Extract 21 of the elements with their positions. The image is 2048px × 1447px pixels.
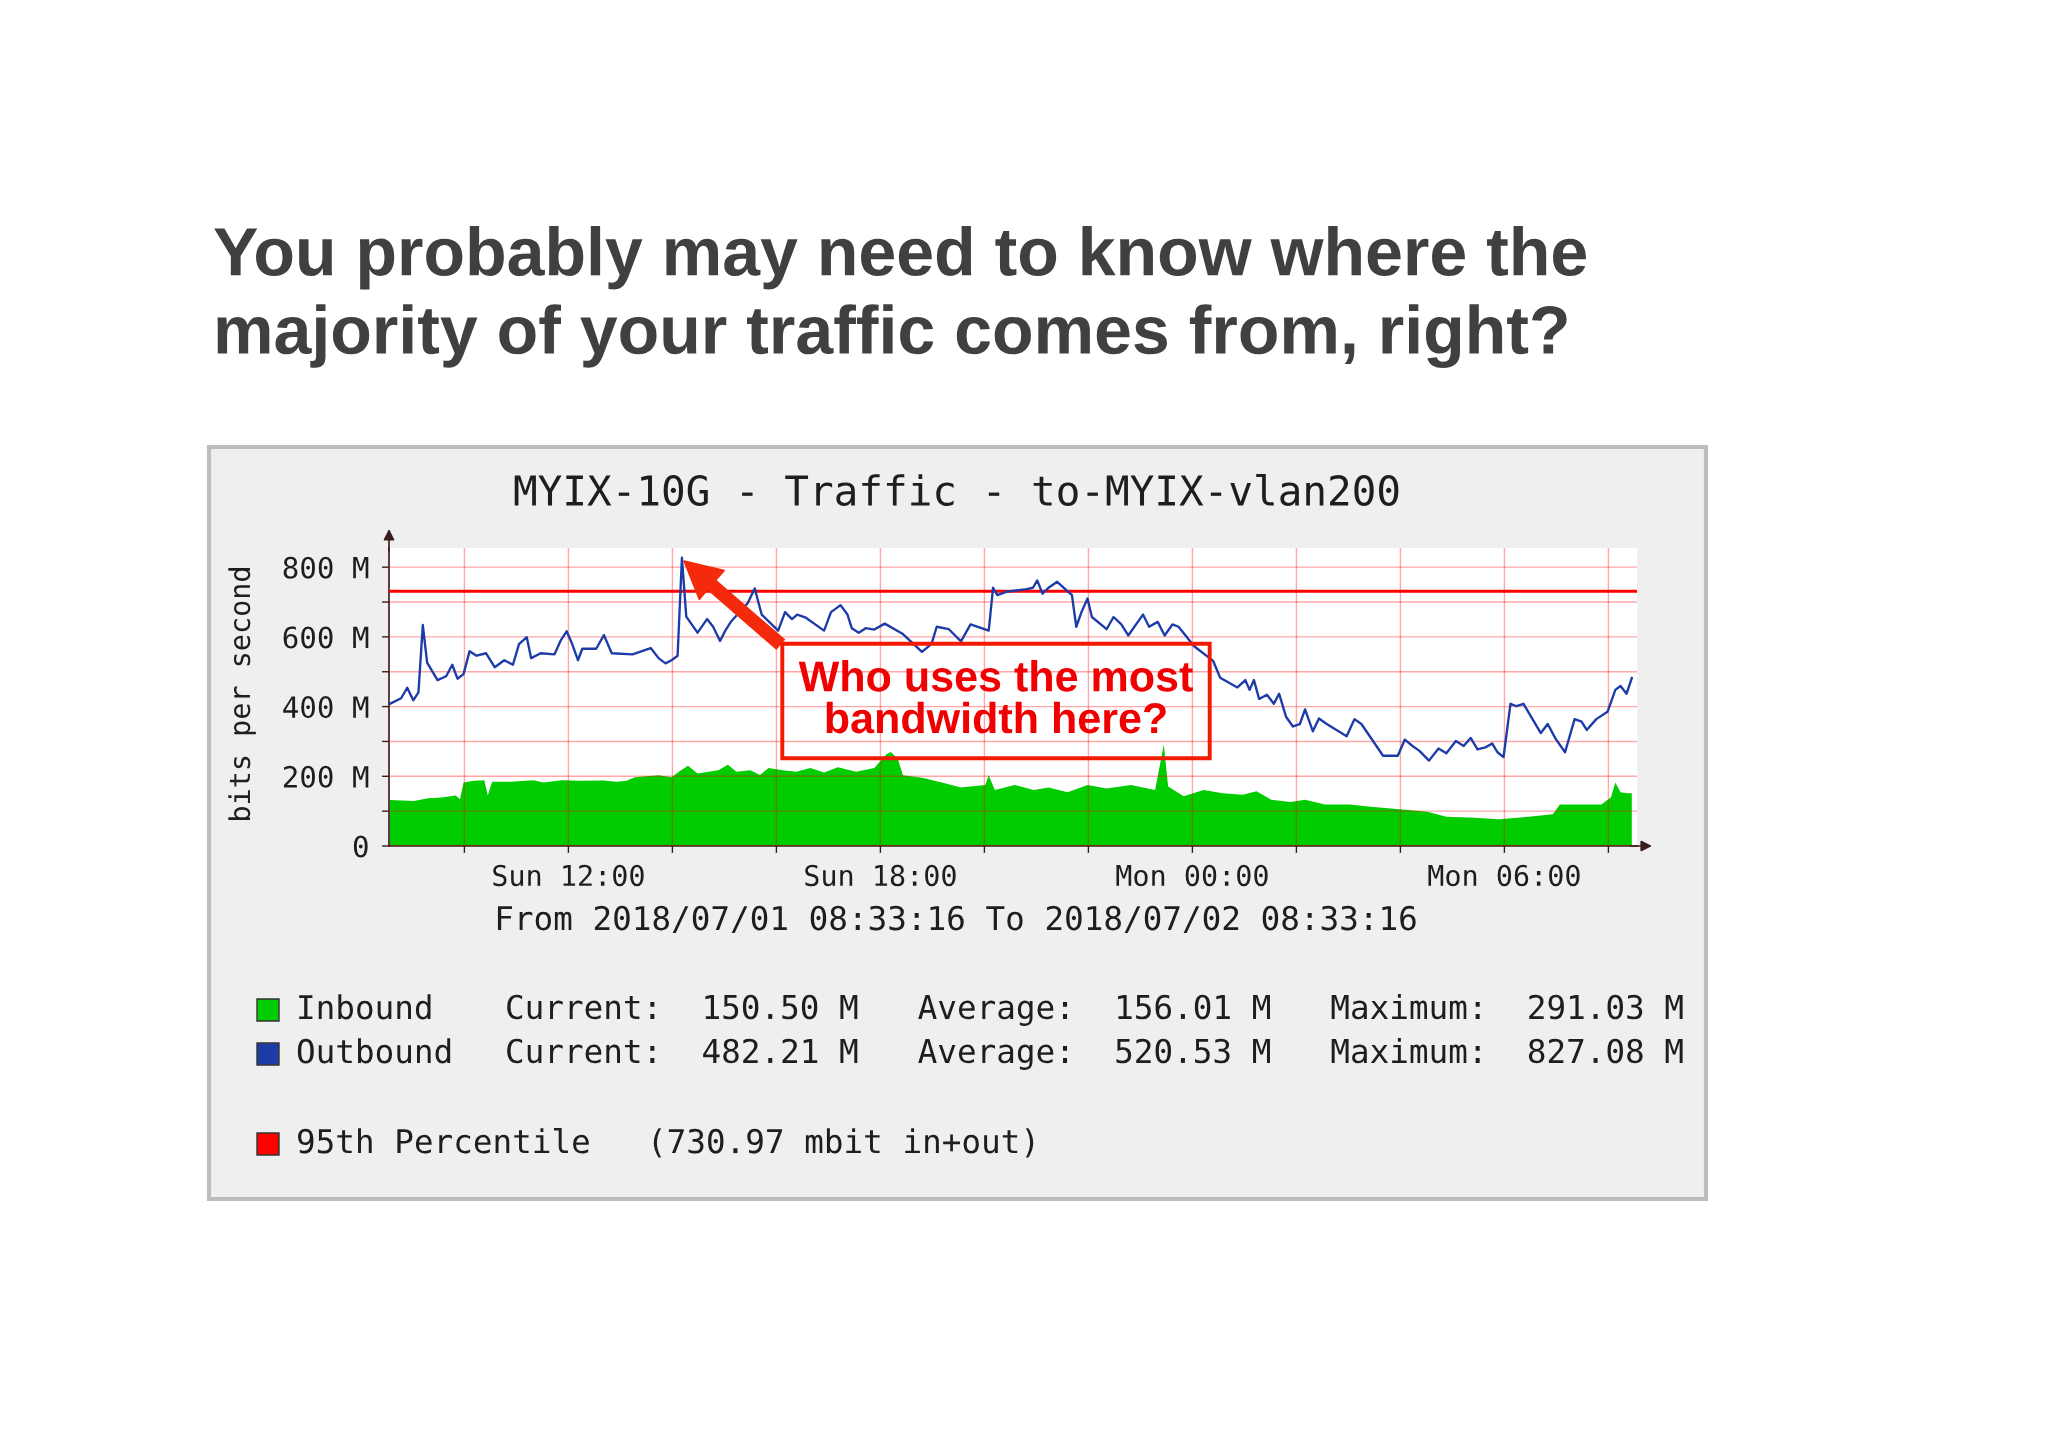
- y-axis-title: bits per second: [228, 568, 256, 820]
- y-tick-label: 600 M: [283, 626, 369, 649]
- x-tick-label: Mon 06:00: [1428, 864, 1580, 887]
- y-tick-label: 200 M: [283, 765, 369, 788]
- legend-label: 95th Percentile: [298, 1128, 589, 1154]
- x-tick-label: Sun 12:00: [493, 864, 644, 887]
- chart-title: You probably may need to know where the majority of your traffic comes from, right?: [214, 226, 1586, 368]
- text: (730.97 mbit in+out): [653, 1128, 1034, 1158]
- legend-label: Outbound: [297, 1038, 451, 1064]
- x-axis-title: From 2018/07/01 08:33:16 To 2018/07/02 08:33:16: [497, 905, 1416, 933]
- x-tick-label: Sun 18:00: [805, 864, 956, 887]
- y-tick-label: 800 M: [283, 556, 369, 579]
- text: Current: 482.21 M Average: 520.53 M Maximum: 827.08 M: [507, 1038, 1683, 1070]
- y-tick-label: 0: [353, 835, 368, 858]
- annotation: Who uses the most bandwidth here?: [798, 660, 1193, 734]
- legend-label: Inbound: [299, 994, 431, 1020]
- text: Current: 150.50 M Average: 156.01 M Maximum: 291.03 M: [507, 994, 1683, 1026]
- chart-subtitle: MYIX-10G - Traffic - to-MYIX-vlan200: [514, 474, 1399, 506]
- y-tick-label: 400 M: [283, 696, 369, 719]
- line-series: [389, 556, 1633, 762]
- x-tick-label: Mon 00:00: [1116, 864, 1268, 887]
